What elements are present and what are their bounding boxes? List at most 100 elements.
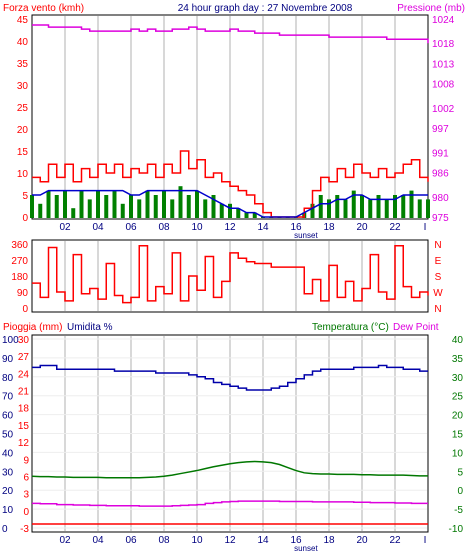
rain-tick-label: 50	[2, 430, 14, 441]
direction-line	[32, 245, 429, 304]
rain-tick-label: 70	[2, 392, 14, 403]
x-tick-label: 08	[158, 535, 170, 546]
wind-bar	[368, 199, 373, 218]
wind-tick-label: 15	[17, 147, 29, 158]
humidity-scale-tick-label: -3	[20, 524, 29, 535]
compass-tick-label: N	[434, 240, 441, 251]
pressure-tick-label: 980	[432, 193, 449, 204]
x-tick-label: 12	[224, 222, 236, 233]
temperature-tick-label: 25	[452, 392, 464, 403]
pressure-tick-label: 1002	[432, 104, 455, 115]
sunset-label: sunset	[294, 231, 318, 240]
x-tick-label: 22	[389, 222, 401, 233]
x-tick-label: 08	[158, 222, 170, 233]
pressure-axis-label: Pressione (mb)	[397, 3, 465, 14]
dewpoint-line	[32, 500, 428, 507]
wind-bar	[244, 212, 249, 218]
x-tick-label: 10	[191, 535, 203, 546]
temperature-tick-label: 5	[457, 467, 463, 478]
compass-tick-label: E	[435, 256, 442, 267]
wind-bar	[54, 195, 59, 218]
wind-bar	[112, 190, 117, 218]
wind-bar	[343, 199, 348, 218]
wind-bar	[120, 203, 125, 218]
wind-bar	[203, 199, 208, 218]
wind-bar	[129, 195, 133, 218]
wind-bar	[384, 199, 389, 218]
humidity-scale-tick-label: 24	[18, 369, 30, 380]
x-tick-label: 12	[224, 535, 236, 546]
compass-tick-label: W	[433, 288, 443, 299]
wind-bar	[96, 190, 100, 218]
temperature-line	[31, 460, 428, 479]
wind-bar	[87, 199, 92, 218]
wind-tick-label: 30	[17, 81, 29, 92]
x-tick-label: 10	[191, 222, 203, 233]
wind-bar	[360, 195, 364, 218]
temperature-tick-label: 40	[452, 335, 464, 346]
pressure-line	[32, 24, 429, 44]
rain-tick-label: 100	[2, 335, 19, 346]
temperature-tick-label: -10	[449, 524, 464, 535]
pressure-tick-label: 997	[432, 124, 449, 135]
wind-bar	[252, 212, 257, 218]
direction-tick-label: 270	[11, 256, 28, 267]
temperature-tick-label: -5	[454, 505, 463, 516]
wind-bar	[137, 199, 142, 218]
x-tick-label: 18	[323, 222, 335, 233]
humidity-scale-tick-label: 3	[23, 490, 29, 501]
wind-bar	[351, 190, 356, 218]
x-tick-label: 06	[125, 535, 137, 546]
wind-bar	[104, 195, 109, 218]
graph-title: 24 hour graph day : 27 Novembre 2008	[178, 3, 353, 14]
wind-bar	[393, 195, 397, 218]
wind-bar	[318, 195, 323, 218]
rain-tick-label: 30	[2, 467, 14, 478]
wind-bar	[145, 190, 150, 218]
wind-bar	[376, 195, 381, 218]
x-tick-label: 14	[257, 535, 269, 546]
wind-bar	[417, 199, 422, 218]
direction-tick-label: 0	[22, 304, 28, 315]
x-tick-label: 20	[356, 222, 368, 233]
temperature-tick-label: 30	[452, 373, 464, 384]
rain-tick-label: 40	[2, 448, 14, 459]
wind-bar	[211, 195, 216, 218]
wind-tick-label: 20	[17, 125, 29, 136]
wind-tick-label: 45	[17, 15, 29, 26]
rain-tick-label: 60	[2, 411, 14, 422]
x-tick-label: 16	[290, 535, 302, 546]
pressure-tick-label: 1013	[432, 59, 455, 70]
wind-bar	[401, 195, 406, 218]
x-tick-label: 02	[59, 535, 71, 546]
humidity-scale-tick-label: 21	[18, 387, 30, 398]
direction-tick-label: 90	[17, 288, 29, 299]
wind-bar	[236, 208, 241, 218]
humidity-scale-tick-label: 9	[23, 455, 29, 466]
wind-tick-label: 0	[22, 213, 28, 224]
wind-bar	[162, 190, 166, 218]
humidity-scale-tick-label: 27	[18, 352, 30, 363]
x-tick-label: 16	[290, 222, 302, 233]
humidity-scale-tick-label: 30	[18, 335, 30, 346]
rain-tick-label: 0	[2, 524, 8, 535]
humidity-scale-tick-label: 0	[23, 507, 29, 518]
wind-bar	[63, 190, 67, 218]
wind-bar	[178, 186, 183, 218]
wind-bar	[186, 195, 191, 218]
wind-bar	[228, 203, 232, 218]
pressure-tick-label: 975	[432, 213, 449, 224]
compass-tick-label: N	[434, 304, 441, 315]
direction-tick-label: 360	[11, 240, 28, 251]
compass-tick-label: S	[435, 272, 442, 283]
avg-wind-line	[32, 189, 428, 218]
pressure-tick-label: 986	[432, 169, 449, 180]
wind-bar	[327, 199, 331, 218]
x-tick-label: 02	[59, 222, 71, 233]
x-tick-label: 14	[257, 222, 269, 233]
wind-bar	[170, 199, 175, 218]
x-tick-label: 04	[92, 222, 104, 233]
rain-axis-label: Pioggia (mm)	[3, 322, 62, 333]
sunset-label: sunset	[294, 544, 318, 553]
